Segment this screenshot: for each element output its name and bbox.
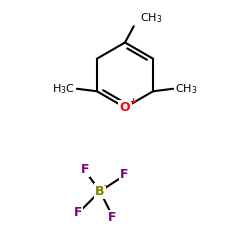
Text: F: F xyxy=(81,163,89,176)
Text: O: O xyxy=(120,101,130,114)
Text: −: − xyxy=(102,181,109,190)
Text: CH$_3$: CH$_3$ xyxy=(175,82,198,96)
Text: F: F xyxy=(74,206,82,219)
Text: F: F xyxy=(120,168,128,181)
Text: F: F xyxy=(108,211,117,224)
Text: H$_3$C: H$_3$C xyxy=(52,82,75,96)
Text: CH$_3$: CH$_3$ xyxy=(140,11,162,25)
Text: +: + xyxy=(129,97,136,106)
Text: B: B xyxy=(95,185,105,198)
